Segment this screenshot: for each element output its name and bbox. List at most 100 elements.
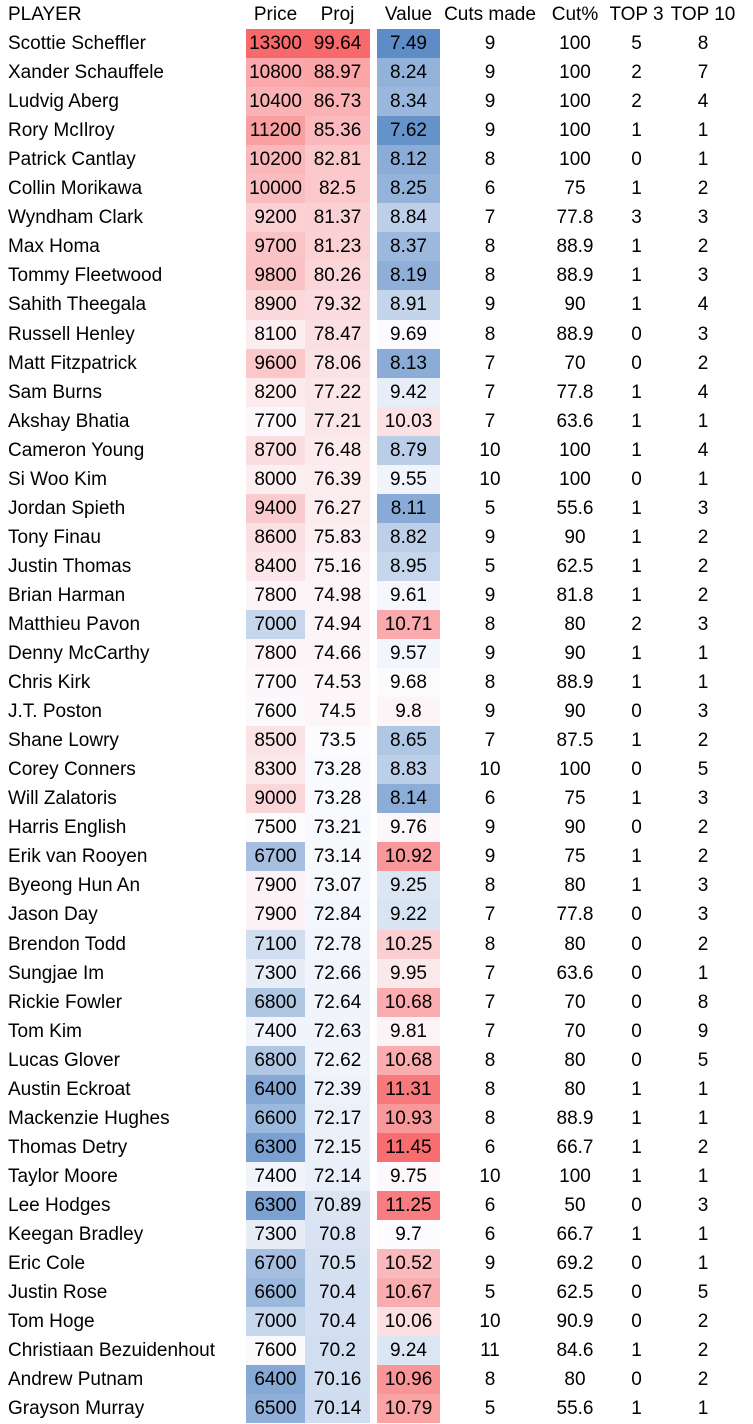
player-name-cell[interactable]: Keegan Bradley <box>8 1223 144 1245</box>
proj-cell[interactable]: 81.23 <box>305 232 370 262</box>
price-cell[interactable]: 9200 <box>246 203 305 233</box>
top3-cell[interactable]: 1 <box>631 497 642 519</box>
cuts-made-cell[interactable]: 7 <box>484 352 496 374</box>
value-cell[interactable]: 7.49 <box>377 29 440 59</box>
value-cell[interactable]: 9.69 <box>377 319 440 349</box>
top10-cell[interactable]: 1 <box>697 1223 709 1245</box>
top3-cell[interactable]: 0 <box>631 468 642 490</box>
top3-cell[interactable]: 3 <box>631 207 642 229</box>
value-cell[interactable]: 8.82 <box>377 522 440 552</box>
top10-cell[interactable]: 4 <box>697 91 709 113</box>
top10-cell[interactable]: 3 <box>697 323 709 345</box>
price-cell[interactable]: 9800 <box>246 261 305 291</box>
player-name-cell[interactable]: Erik van Rooyen <box>8 846 148 868</box>
top3-cell[interactable]: 0 <box>631 1253 642 1275</box>
column-header-top3[interactable]: TOP 3 <box>610 4 663 26</box>
price-cell[interactable]: 9000 <box>246 784 305 814</box>
cuts-made-cell[interactable]: 9 <box>484 1253 496 1275</box>
proj-cell[interactable]: 70.4 <box>305 1278 370 1308</box>
top10-cell[interactable]: 8 <box>697 991 709 1013</box>
cut-pct-cell[interactable]: 87.5 <box>556 730 594 752</box>
price-cell[interactable]: 9400 <box>246 493 305 523</box>
value-cell[interactable]: 10.06 <box>377 1307 440 1337</box>
player-name-cell[interactable]: Jason Day <box>8 904 98 926</box>
proj-cell[interactable]: 72.15 <box>305 1132 370 1162</box>
proj-cell[interactable]: 73.5 <box>305 726 370 756</box>
proj-cell[interactable]: 77.22 <box>305 377 370 407</box>
top10-cell[interactable]: 1 <box>697 643 709 665</box>
price-cell[interactable]: 7300 <box>246 958 305 988</box>
value-cell[interactable]: 10.25 <box>377 929 440 959</box>
proj-cell[interactable]: 72.64 <box>305 987 370 1017</box>
cut-pct-cell[interactable]: 80 <box>564 1078 586 1100</box>
proj-cell[interactable]: 79.32 <box>305 290 370 320</box>
top10-cell[interactable]: 2 <box>697 1340 709 1362</box>
price-cell[interactable]: 6300 <box>246 1132 305 1162</box>
top10-cell[interactable]: 3 <box>697 875 709 897</box>
player-name-cell[interactable]: Grayson Murray <box>8 1398 145 1420</box>
player-name-cell[interactable]: Sam Burns <box>8 381 102 403</box>
cuts-made-cell[interactable]: 8 <box>484 672 496 694</box>
column-header-cuts-made[interactable]: Cuts made <box>444 4 536 26</box>
top10-cell[interactable]: 2 <box>697 236 709 258</box>
cuts-made-cell[interactable]: 6 <box>484 1223 496 1245</box>
price-cell[interactable]: 7800 <box>246 639 305 669</box>
cuts-made-cell[interactable]: 6 <box>484 788 496 810</box>
proj-cell[interactable]: 88.97 <box>305 58 370 88</box>
column-header-top10[interactable]: TOP 10 <box>670 4 736 26</box>
top3-cell[interactable]: 2 <box>631 62 642 84</box>
player-name-cell[interactable]: Si Woo Kim <box>8 468 107 490</box>
cut-pct-cell[interactable]: 90 <box>564 701 586 723</box>
price-cell[interactable]: 7300 <box>246 1219 305 1250</box>
cuts-made-cell[interactable]: 8 <box>484 265 496 287</box>
price-cell[interactable]: 9600 <box>246 348 305 378</box>
top10-cell[interactable]: 1 <box>697 1165 709 1187</box>
value-cell[interactable]: 11.25 <box>377 1190 440 1220</box>
price-cell[interactable]: 7000 <box>246 609 305 640</box>
price-cell[interactable]: 7900 <box>246 900 305 930</box>
cuts-made-cell[interactable]: 10 <box>479 1165 501 1187</box>
cuts-made-cell[interactable]: 10 <box>479 468 501 490</box>
cuts-made-cell[interactable]: 8 <box>484 236 496 258</box>
cut-pct-cell[interactable]: 88.9 <box>556 672 594 694</box>
cut-pct-cell[interactable]: 77.8 <box>556 381 594 403</box>
player-name-cell[interactable]: Denny McCarthy <box>8 643 150 665</box>
cut-pct-cell[interactable]: 100 <box>559 1165 591 1187</box>
cut-pct-cell[interactable]: 88.9 <box>556 323 594 345</box>
top10-cell[interactable]: 4 <box>697 439 709 461</box>
value-cell[interactable]: 8.91 <box>377 290 440 320</box>
value-cell[interactable]: 8.84 <box>377 203 440 233</box>
price-cell[interactable]: 8100 <box>246 319 305 349</box>
cut-pct-cell[interactable]: 90 <box>564 643 586 665</box>
value-cell[interactable]: 11.31 <box>377 1074 440 1104</box>
top10-cell[interactable]: 2 <box>697 555 709 577</box>
top3-cell[interactable]: 1 <box>631 846 642 868</box>
top3-cell[interactable]: 1 <box>631 788 642 810</box>
value-cell[interactable]: 9.42 <box>377 377 440 407</box>
proj-cell[interactable]: 72.39 <box>305 1074 370 1104</box>
price-cell[interactable]: 6500 <box>246 1394 305 1424</box>
cut-pct-cell[interactable]: 100 <box>559 759 591 781</box>
top10-cell[interactable]: 2 <box>697 1369 709 1391</box>
cuts-made-cell[interactable]: 11 <box>480 1340 500 1362</box>
cuts-made-cell[interactable]: 9 <box>484 701 496 723</box>
cut-pct-cell[interactable]: 63.6 <box>556 410 594 432</box>
top10-cell[interactable]: 4 <box>697 294 709 316</box>
value-cell[interactable]: 10.03 <box>377 406 440 436</box>
value-cell[interactable]: 8.95 <box>377 551 440 581</box>
proj-cell[interactable]: 70.8 <box>305 1219 370 1250</box>
cut-pct-cell[interactable]: 100 <box>559 439 591 461</box>
price-cell[interactable]: 6400 <box>246 1365 305 1395</box>
proj-cell[interactable]: 78.06 <box>305 348 370 378</box>
top3-cell[interactable]: 1 <box>631 875 642 897</box>
cut-pct-cell[interactable]: 77.8 <box>556 904 594 926</box>
top3-cell[interactable]: 1 <box>631 410 642 432</box>
top10-cell[interactable]: 9 <box>697 1020 709 1042</box>
cut-pct-cell[interactable]: 100 <box>559 149 591 171</box>
top10-cell[interactable]: 1 <box>697 1253 709 1275</box>
player-name-cell[interactable]: Eric Cole <box>8 1253 86 1275</box>
player-name-cell[interactable]: Will Zalatoris <box>8 788 117 810</box>
proj-cell[interactable]: 72.14 <box>305 1161 370 1191</box>
player-name-cell[interactable]: Rickie Fowler <box>8 991 123 1013</box>
player-name-cell[interactable]: Harris English <box>8 817 127 839</box>
